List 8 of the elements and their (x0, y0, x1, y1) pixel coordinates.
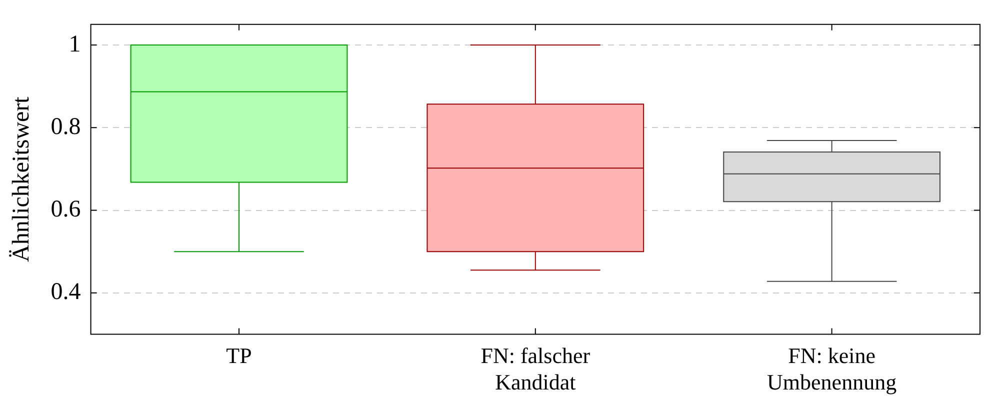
y-tick-label: 1 (68, 31, 81, 58)
y-tick-label: 0.6 (50, 196, 81, 223)
x-tick-label: TP (226, 343, 252, 368)
y-tick-label: 0.4 (50, 279, 81, 306)
y-tick-label: 0.8 (50, 114, 81, 140)
y-axis-title: Ähnlichkeitswert (8, 96, 35, 262)
x-tick-label: FN: keine Umbenennung (767, 343, 897, 395)
x-tick-label: FN: falscher Kandidat (480, 343, 591, 395)
